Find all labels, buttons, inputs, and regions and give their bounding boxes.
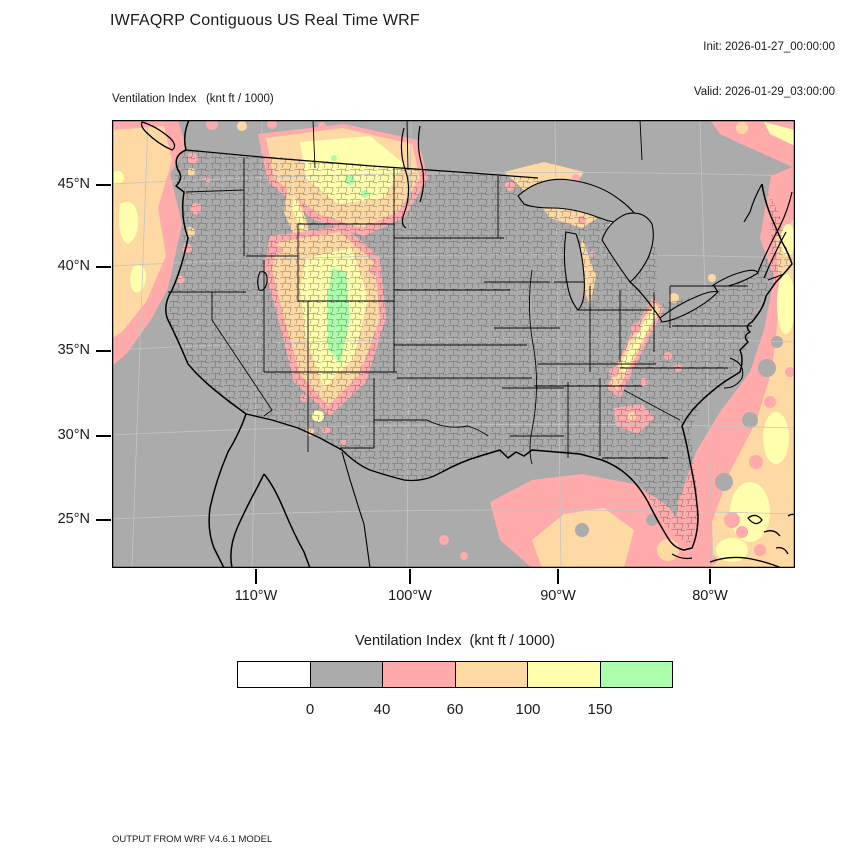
legend-swatch-40-60 xyxy=(382,662,455,687)
lat-tick xyxy=(96,184,111,186)
init-time: Init: 2026-01-27_00:00:00 xyxy=(703,40,835,53)
lat-label-30n: 30°N xyxy=(57,427,90,443)
legend-swatch-100-150 xyxy=(527,662,600,687)
page-title: IWFAQRP Contiguous US Real Time WRF xyxy=(110,12,420,29)
conus-map xyxy=(112,120,795,568)
lon-label-100w: 100°W xyxy=(388,588,432,604)
coastlines xyxy=(140,120,795,568)
legend-swatch-0-40 xyxy=(309,662,382,687)
lat-tick xyxy=(96,350,111,352)
lon-tick xyxy=(709,569,711,584)
legend-tick-150: 150 xyxy=(587,701,613,718)
legend-tick-60: 60 xyxy=(446,701,464,718)
lat-tick xyxy=(96,266,111,268)
lat-tick xyxy=(96,435,111,437)
legend-tick-0: 0 xyxy=(305,701,315,718)
lon-tick xyxy=(255,569,257,584)
lon-tick xyxy=(409,569,411,584)
map-variable-label: Ventilation Index (knt ft / 1000) xyxy=(112,93,274,105)
state-boundaries xyxy=(168,158,752,465)
lat-tick xyxy=(96,519,111,521)
map-svg xyxy=(112,120,795,568)
legend-colorbar xyxy=(237,661,673,688)
legend-tick-100: 100 xyxy=(515,701,541,718)
lon-label-110w: 110°W xyxy=(234,588,278,604)
footer-line-1: OUTPUT FROM WRF V4.6.1 MODEL xyxy=(112,833,273,845)
lat-label-35n: 35°N xyxy=(57,342,90,358)
lat-label-25n: 25°N xyxy=(57,511,90,527)
model-config-footer: OUTPUT FROM WRF V4.6.1 MODEL WE = 580 ; … xyxy=(112,806,486,850)
valid-time: Valid: 2026-01-29_03:00:00 xyxy=(693,85,835,98)
legend-swatch-60-100 xyxy=(454,662,527,687)
lat-label-45n: 45°N xyxy=(57,176,90,192)
lon-tick xyxy=(557,569,559,584)
legend-tick-40: 40 xyxy=(373,701,391,718)
lon-label-90w: 90°W xyxy=(540,588,576,604)
lon-label-80w: 80°W xyxy=(692,588,728,604)
legend-swatch-below-0 xyxy=(238,662,310,687)
map-frame xyxy=(112,120,795,568)
legend-swatch-above-150 xyxy=(599,662,672,687)
lat-label-40n: 40°N xyxy=(57,258,90,274)
legend-title: Ventilation Index (knt ft / 1000) xyxy=(355,633,555,649)
model-timestamps: Init: 2026-01-27_00:00:00 Valid: 2026-01… xyxy=(694,10,835,130)
